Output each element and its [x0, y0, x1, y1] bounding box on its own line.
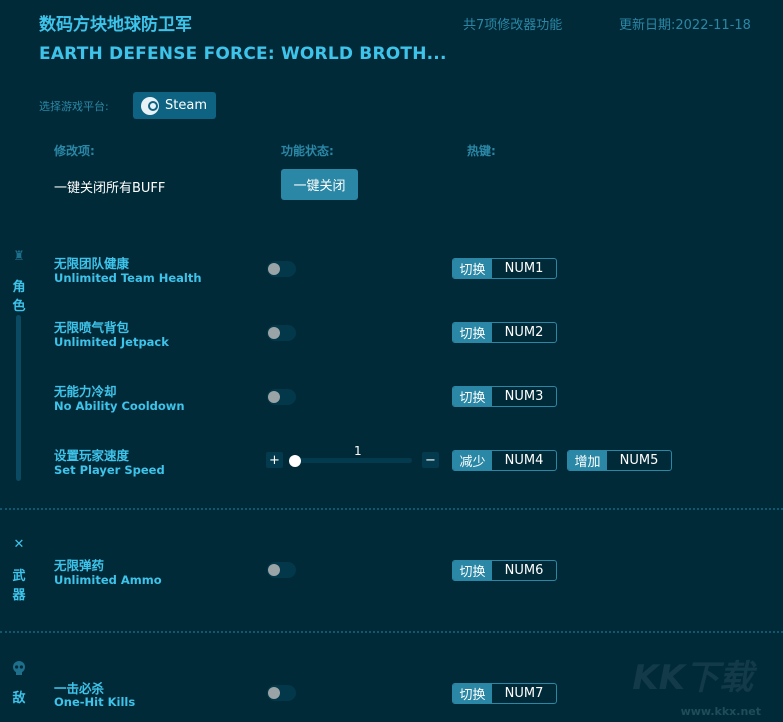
toggle-ability-cooldown[interactable] — [267, 389, 296, 405]
hotkey-key: NUM7 — [504, 686, 544, 701]
hotkey-action: 减少 — [453, 451, 492, 470]
item-cn: 设置玩家速度 — [54, 448, 130, 463]
section-divider — [0, 508, 783, 510]
item-en: Unlimited Team Health — [54, 271, 202, 285]
feature-count: 共7项修改器功能 — [463, 18, 563, 33]
section-char-2: 色 — [12, 299, 26, 314]
item-en: No Ability Cooldown — [54, 399, 185, 413]
close-all-button[interactable]: 一键关闭 — [281, 169, 358, 200]
hotkey-action: 切换 — [453, 259, 492, 278]
hotkey-num7[interactable]: 切换 NUM7 — [452, 683, 557, 704]
watermark-url: www.kkx.net — [680, 705, 761, 718]
hotkey-action: 切换 — [453, 684, 492, 703]
column-hotkey: 热键: — [467, 144, 496, 158]
section-char-1: 武 — [12, 569, 26, 584]
steam-icon — [141, 96, 159, 115]
toggle-one-hit-kills[interactable] — [267, 685, 296, 701]
steam-platform-button[interactable]: Steam — [133, 92, 216, 119]
hotkey-num5[interactable]: 增加 NUM5 — [567, 450, 672, 471]
item-cn: 无限弹药 — [54, 558, 105, 573]
hotkey-key: NUM4 — [504, 453, 544, 468]
hotkey-key: NUM2 — [504, 325, 544, 340]
steam-label: Steam — [165, 98, 207, 113]
item-cn: 无限团队健康 — [54, 256, 130, 271]
hotkey-action: 切换 — [453, 387, 492, 406]
speed-slider-handle[interactable] — [289, 455, 301, 467]
speed-slider[interactable] — [296, 458, 412, 463]
hotkey-key: NUM5 — [619, 453, 659, 468]
column-status: 功能状态: — [281, 144, 334, 158]
item-en: One-Hit Kills — [54, 695, 136, 709]
hotkey-key: NUM1 — [504, 261, 544, 276]
game-title-en: EARTH DEFENSE FORCE: WORLD BROTH... — [39, 44, 447, 64]
hotkey-num4[interactable]: 减少 NUM4 — [452, 450, 557, 471]
hotkey-num3[interactable]: 切换 NUM3 — [452, 386, 557, 407]
section-char-1: 敌 — [12, 691, 26, 706]
item-en: Set Player Speed — [54, 463, 165, 477]
character-icon: ♜ — [13, 249, 25, 264]
hotkey-num2[interactable]: 切换 NUM2 — [452, 322, 557, 343]
section-scrollbar[interactable] — [16, 315, 21, 481]
column-item: 修改项: — [54, 144, 95, 158]
item-cn: 一击必杀 — [54, 681, 105, 696]
watermark-logo: KK下载 — [632, 658, 753, 698]
increase-button[interactable]: + — [266, 452, 283, 468]
speed-value: 1 — [354, 444, 362, 458]
hotkey-num6[interactable]: 切换 NUM6 — [452, 560, 557, 581]
toggle-jetpack[interactable] — [267, 325, 296, 341]
game-title-cn: 数码方块地球防卫军 — [39, 15, 192, 35]
hotkey-action: 增加 — [568, 451, 607, 470]
item-cn: 无能力冷却 — [54, 384, 117, 399]
section-divider — [0, 631, 783, 633]
close-all-buff-label: 一键关闭所有BUFF — [54, 181, 166, 196]
item-en: Unlimited Jetpack — [54, 335, 169, 349]
update-date: 更新日期:2022-11-18 — [619, 18, 751, 33]
hotkey-action: 切换 — [453, 561, 492, 580]
decrease-button[interactable]: − — [422, 452, 439, 468]
toggle-team-health[interactable] — [267, 261, 296, 277]
hotkey-key: NUM6 — [504, 563, 544, 578]
section-char-2: 器 — [12, 588, 26, 603]
section-char-1: 角 — [12, 280, 26, 295]
hotkey-action: 切换 — [453, 323, 492, 342]
platform-label: 选择游戏平台: — [39, 100, 109, 113]
skull-icon — [11, 660, 27, 676]
crossed-swords-icon: ✕ — [13, 537, 25, 552]
hotkey-key: NUM3 — [504, 389, 544, 404]
hotkey-num1[interactable]: 切换 NUM1 — [452, 258, 557, 279]
toggle-ammo[interactable] — [267, 562, 296, 578]
item-en: Unlimited Ammo — [54, 573, 162, 587]
item-cn: 无限喷气背包 — [54, 320, 130, 335]
